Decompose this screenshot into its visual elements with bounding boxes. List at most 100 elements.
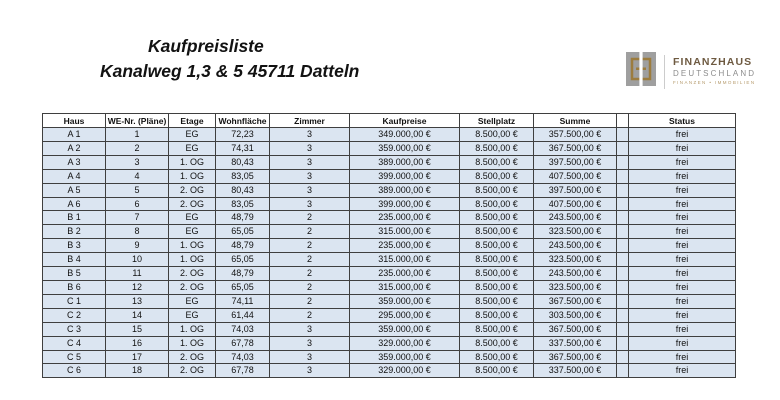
cell-wohnflaeche: 83,05	[215, 168, 270, 184]
header-zimmer: Zimmer	[269, 113, 350, 128]
cell-kaufpreise: 235.000,00 €	[349, 238, 460, 254]
cell-stellplatz: 8.500,00 €	[459, 252, 534, 268]
cell-wohnflaeche: 61,44	[215, 307, 270, 323]
cell-summe: 367.500,00 €	[533, 349, 617, 365]
cell-etage: 1. OG	[168, 335, 216, 351]
cell-zimmer: 3	[269, 168, 350, 184]
cell-stellplatz: 8.500,00 €	[459, 154, 534, 170]
cell-summe: 323.500,00 €	[533, 224, 617, 240]
finanzhaus-logo: FINANZHAUS DEUTSCHLAND FINANZEN • IMMOBI…	[626, 52, 756, 91]
cell-we-nr: 6	[105, 196, 169, 212]
cell-zimmer: 2	[269, 210, 350, 226]
cell-spacer	[616, 279, 629, 295]
cell-status: frei	[628, 127, 736, 142]
cell-etage: 2. OG	[168, 182, 216, 198]
cell-wohnflaeche: 80,43	[215, 154, 270, 170]
cell-wohnflaeche: 65,05	[215, 279, 270, 295]
table-row: C 1 13 EG 74,11 2 359.000,00 €8.500,00 €367.5…	[42, 293, 736, 309]
cell-spacer	[616, 140, 629, 156]
cell-stellplatz: 8.500,00 €	[459, 349, 534, 365]
cell-summe: 323.500,00 €	[533, 252, 617, 268]
header-we-nr: WE-Nr. (Pläne)	[105, 113, 169, 128]
cell-summe: 407.500,00 €	[533, 168, 617, 184]
cell-kaufpreise: 295.000,00 €	[349, 307, 460, 323]
cell-wohnflaeche: 65,05	[215, 252, 270, 268]
cell-zimmer: 2	[269, 224, 350, 240]
table-row: B 4 10 1. OG 65,05 2 315.000,00 €8.500,00 €32…	[42, 252, 736, 268]
cell-etage: 1. OG	[168, 252, 216, 268]
cell-stellplatz: 8.500,00 €	[459, 279, 534, 295]
logo-text: FINANZHAUS DEUTSCHLAND FINANZEN • IMMOBI…	[673, 57, 756, 86]
cell-summe: 243.500,00 €	[533, 266, 617, 281]
cell-haus: B 1	[42, 210, 106, 226]
cell-spacer	[616, 224, 629, 240]
cell-kaufpreise: 235.000,00 €	[349, 266, 460, 281]
cell-zimmer: 2	[269, 238, 350, 254]
cell-stellplatz: 8.500,00 €	[459, 210, 534, 226]
cell-kaufpreise: 359.000,00 €	[349, 140, 460, 156]
cell-spacer	[616, 196, 629, 212]
header-status: Status	[628, 113, 736, 128]
table-row: C 6 18 2. OG 67,78 3 329.000,00 €8.500,00 €33…	[42, 363, 736, 379]
cell-stellplatz: 8.500,00 €	[459, 196, 534, 212]
cell-haus: B 6	[42, 279, 106, 295]
cell-we-nr: 17	[105, 349, 169, 365]
cell-haus: C 5	[42, 349, 106, 365]
cell-wohnflaeche: 74,03	[215, 321, 270, 337]
cell-summe: 367.500,00 €	[533, 321, 617, 337]
cell-etage: 2. OG	[168, 196, 216, 212]
cell-kaufpreise: 389.000,00 €	[349, 154, 460, 170]
table-row: A 1 1 EG 72,23 3 349.000,00 €8.500,00 €357.50…	[42, 127, 736, 142]
header-haus: Haus	[42, 113, 106, 128]
finanzhaus-monogram-icon	[626, 52, 656, 91]
cell-status: frei	[628, 154, 736, 170]
cell-status: frei	[628, 307, 736, 323]
cell-summe: 367.500,00 €	[533, 293, 617, 309]
cell-wohnflaeche: 48,79	[215, 266, 270, 281]
cell-kaufpreise: 359.000,00 €	[349, 349, 460, 365]
cell-we-nr: 1	[105, 127, 169, 142]
cell-zimmer: 3	[269, 182, 350, 198]
cell-spacer	[616, 321, 629, 337]
cell-kaufpreise: 359.000,00 €	[349, 321, 460, 337]
cell-zimmer: 2	[269, 279, 350, 295]
cell-wohnflaeche: 67,78	[215, 335, 270, 351]
cell-zimmer: 2	[269, 266, 350, 281]
cell-spacer	[616, 335, 629, 351]
page-title: Kaufpreisliste Kanalweg 1,3 & 5 45711 Da…	[100, 34, 359, 84]
cell-status: frei	[628, 224, 736, 240]
cell-spacer	[616, 293, 629, 309]
cell-spacer	[616, 307, 629, 323]
cell-etage: 2. OG	[168, 266, 216, 281]
cell-stellplatz: 8.500,00 €	[459, 363, 534, 379]
cell-haus: B 4	[42, 252, 106, 268]
cell-spacer	[616, 168, 629, 184]
cell-etage: EG	[168, 210, 216, 226]
cell-status: frei	[628, 140, 736, 156]
table-row: B 3 9 1. OG 48,79 2 235.000,00 €8.500,00 €243…	[42, 238, 736, 254]
cell-haus: A 5	[42, 182, 106, 198]
cell-etage: EG	[168, 307, 216, 323]
title-line-2: Kanalweg 1,3 & 5 45711 Datteln	[100, 61, 360, 81]
table-row: C 4 16 1. OG 67,78 3 329.000,00 €8.500,00 €33…	[42, 335, 736, 351]
cell-status: frei	[628, 335, 736, 351]
logo-subtitle: DEUTSCHLAND	[673, 69, 757, 78]
cell-status: frei	[628, 293, 736, 309]
cell-spacer	[616, 182, 629, 198]
cell-zimmer: 3	[269, 349, 350, 365]
cell-zimmer: 3	[269, 335, 350, 351]
cell-status: frei	[628, 266, 736, 281]
cell-summe: 243.500,00 €	[533, 238, 617, 254]
cell-haus: C 1	[42, 293, 106, 309]
cell-zimmer: 3	[269, 321, 350, 337]
cell-summe: 397.500,00 €	[533, 154, 617, 170]
cell-stellplatz: 8.500,00 €	[459, 140, 534, 156]
cell-haus: A 3	[42, 154, 106, 170]
cell-kaufpreise: 399.000,00 €	[349, 168, 460, 184]
cell-summe: 397.500,00 €	[533, 182, 617, 198]
cell-stellplatz: 8.500,00 €	[459, 127, 534, 142]
cell-summe: 303.500,00 €	[533, 307, 617, 323]
table-row: B 6 12 2. OG 65,05 2 315.000,00 €8.500,00 €32…	[42, 279, 736, 295]
cell-zimmer: 3	[269, 154, 350, 170]
cell-status: frei	[628, 252, 736, 268]
